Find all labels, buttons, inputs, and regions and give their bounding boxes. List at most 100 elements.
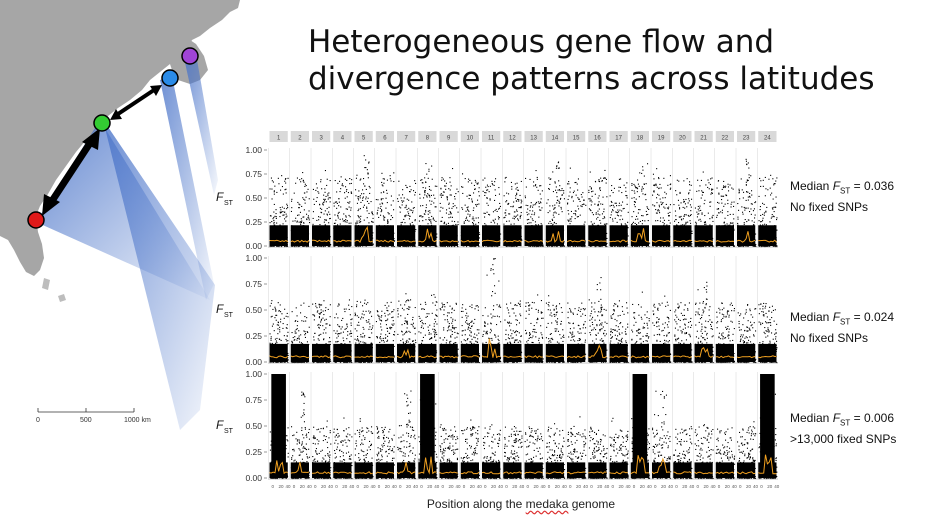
panel-3-median: Median FST = 0.006 <box>790 411 894 428</box>
median-fst-line <box>736 231 756 243</box>
median-fst-line <box>609 471 628 475</box>
median-fst-line <box>736 471 756 475</box>
dense-snps <box>439 462 458 478</box>
florida-island <box>42 278 50 290</box>
x-tick-label: 40 <box>774 484 780 489</box>
dense-snps <box>397 462 416 478</box>
x-tick-label: 40 <box>668 484 674 489</box>
y-axis-label-sub: ST <box>224 200 234 207</box>
dense-snps <box>375 462 394 478</box>
slide-title: Heterogeneous gene flow and divergence p… <box>308 24 928 98</box>
median-fst-line <box>545 231 565 243</box>
x-tick-label: 40 <box>434 484 440 489</box>
dense-snps <box>312 225 331 246</box>
x-tick-label: 0 <box>399 484 402 489</box>
chromosome-label: 16 <box>594 136 601 142</box>
dense-snps <box>482 225 501 246</box>
dense-snps <box>524 462 543 478</box>
median-fst-line <box>481 338 501 359</box>
x-tick-label: 20 <box>534 484 540 489</box>
median-fst-line <box>375 239 395 243</box>
cone-blue <box>160 76 214 300</box>
y-axis-label: F <box>216 190 224 204</box>
dense-snps <box>482 462 501 478</box>
panel-1-stats: Median FST = 0.036 No fixed SNPs <box>790 178 894 215</box>
dense-snps <box>673 462 692 478</box>
median-fst-line <box>758 355 777 359</box>
chromosome-label: 4 <box>341 136 345 142</box>
median-fst-line <box>651 355 671 358</box>
chromosome-strip <box>737 131 756 142</box>
dense-snps <box>290 343 309 362</box>
chromosome-strip <box>715 131 734 142</box>
slide-title-line-1: Heterogeneous gene flow and <box>308 24 775 60</box>
dense-snps <box>609 462 628 478</box>
median-fst-line <box>736 355 756 359</box>
median-fst-line <box>375 355 395 359</box>
chromosome-strip <box>333 131 352 142</box>
x-axis-label: Position along the medaka genome <box>426 497 616 511</box>
median-fst-line <box>312 239 331 243</box>
chromosome-strip <box>694 131 713 142</box>
dense-snps <box>694 225 713 246</box>
median-fst-line <box>396 462 416 475</box>
chromosome-label: 2 <box>298 136 302 142</box>
dense-snps <box>375 225 394 246</box>
dense-snps <box>524 343 543 362</box>
site-red <box>27 211 45 229</box>
x-tick-label: 0 <box>633 484 636 489</box>
x-tick-label: 0 <box>697 484 700 489</box>
dense-snps <box>333 225 352 246</box>
chromosome-label: 24 <box>764 136 771 142</box>
median-fst-line <box>588 471 607 475</box>
chromosome-label: 12 <box>509 136 516 142</box>
x-tick-label: 20 <box>364 484 370 489</box>
dense-snps <box>630 343 649 362</box>
x-tick-label: 20 <box>406 484 412 489</box>
y-axis-label-sub: ST <box>224 312 234 319</box>
median-fst-line <box>651 457 671 475</box>
x-tick-label: 0 <box>463 484 466 489</box>
dense-snps <box>567 343 586 362</box>
chromosome-label: 18 <box>637 136 644 142</box>
median-fst-line <box>290 239 310 243</box>
median-fst-line <box>566 239 586 243</box>
median-fst-line <box>630 455 650 475</box>
dense-snps <box>609 225 628 246</box>
x-tick-label: 40 <box>626 484 632 489</box>
dense-snps <box>312 343 331 362</box>
dense-snps <box>439 343 458 362</box>
median-fst-line <box>311 355 331 359</box>
median-fst-line <box>758 454 777 475</box>
dense-snps <box>460 462 479 478</box>
x-tick-label: 0 <box>357 484 360 489</box>
fixed-block <box>632 374 648 478</box>
x-tick-label: 0 <box>272 484 275 489</box>
x-tick-label: 0 <box>569 484 572 489</box>
land-mass <box>0 0 240 276</box>
chromosome-label: 17 <box>615 136 622 142</box>
median-fst-line <box>694 471 713 475</box>
median-fst-line <box>418 456 437 475</box>
median-fst-line <box>460 471 480 475</box>
chromosome-strip <box>630 131 649 142</box>
bahamas-island <box>58 294 66 302</box>
dense-snps <box>694 343 713 362</box>
arrow-green-blue <box>110 85 162 120</box>
median-fst-line <box>354 225 373 243</box>
median-fst-line <box>290 355 310 359</box>
chromosome-label: 8 <box>426 136 430 142</box>
y-tick-label: 0.75 <box>245 169 262 179</box>
x-tick-label: 0 <box>612 484 615 489</box>
median-fst-line <box>758 239 777 243</box>
x-tick-label: 40 <box>711 484 717 489</box>
median-fst-line <box>715 355 735 359</box>
median-fst-line <box>460 239 480 243</box>
median-fst-line <box>439 471 458 474</box>
dense-snps <box>737 343 756 362</box>
x-tick-label: 40 <box>349 484 355 489</box>
x-tick-label: 20 <box>449 484 455 489</box>
dense-snps <box>694 462 713 478</box>
chromosome-strip <box>673 131 692 142</box>
chromosome-strip <box>609 131 628 142</box>
